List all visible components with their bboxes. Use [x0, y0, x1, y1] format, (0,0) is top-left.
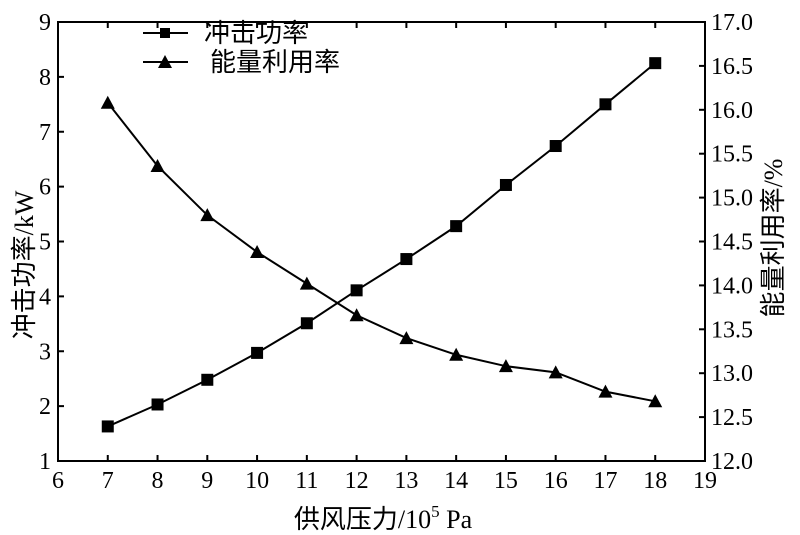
series-line-impact-power: [107, 62, 656, 428]
right-y-tick-label: 16.5: [711, 54, 753, 80]
right-y-tick-label: 12.0: [711, 449, 753, 475]
right-y-tick-label: 14.5: [711, 230, 753, 256]
x-tick-label: 16: [544, 468, 568, 494]
x-tick-label: 10: [245, 468, 269, 494]
energy-efficiency-point: [548, 365, 563, 379]
legend-item-impact-power: 冲击功率: [143, 19, 308, 49]
left-y-tick-label: 3: [39, 339, 51, 365]
legend-item-energy-efficiency: 能量利用率: [143, 48, 340, 78]
impact-power-point: [101, 420, 114, 433]
x-tick-label: 8: [152, 468, 164, 494]
x-tick-label: 6: [52, 468, 64, 494]
square-marker-icon: [160, 28, 170, 38]
x-tick-label: 14: [444, 468, 468, 494]
right-y-tick-label: 16.0: [711, 98, 753, 124]
x-tick-label: 11: [295, 468, 318, 494]
left-y-tick-label: 4: [39, 284, 51, 310]
x-tick-label: 18: [643, 468, 667, 494]
left-y-tick-label: 9: [39, 10, 51, 36]
series-line-energy-efficiency: [106, 102, 656, 403]
legend: 冲击功率 能量利用率: [143, 19, 340, 78]
x-tick-label: 19: [693, 468, 717, 494]
energy-efficiency-point: [250, 245, 265, 259]
energy-efficiency-point: [150, 158, 165, 172]
right-y-tick-label: 13.5: [711, 317, 753, 343]
right-y-tick-label: 15.0: [711, 186, 753, 212]
x-tick-label: 7: [102, 468, 114, 494]
x-tick-label: 17: [593, 468, 617, 494]
energy-efficiency-point: [399, 331, 414, 345]
left-y-tick-label: 2: [39, 394, 51, 420]
right-y-tick-label: 14.0: [711, 273, 753, 299]
left-y-axis-title: 冲击功率/kW: [10, 190, 39, 339]
x-tick-label: 12: [345, 468, 369, 494]
impact-power-point: [300, 317, 313, 330]
energy-efficiency-point: [648, 394, 663, 408]
right-y-tick-label: 15.5: [711, 142, 753, 168]
legend-label-energy-efficiency: 能量利用率: [210, 48, 340, 78]
plot-area: [100, 57, 663, 433]
left-y-tick-label: 7: [39, 120, 51, 146]
x-tick-label: 13: [394, 468, 418, 494]
left-y-tick-label: 8: [39, 65, 51, 91]
left-y-tick-label: 1: [39, 449, 51, 475]
legend-label-impact-power: 冲击功率: [204, 19, 308, 49]
right-y-tick-label: 13.0: [711, 361, 753, 387]
left-y-tick-label: 5: [39, 230, 51, 256]
right-y-axis-ticks: 12.0 12.5 13.0 13.5 14.0 14.5 15.0 15.5 16.0 16.5…: [699, 10, 753, 475]
x-axis-ticks: 6 7 8 9 10 11 12 13 14 15 16 17 18 19: [52, 22, 717, 494]
x-axis-title: 供风压力/105 Pa: [294, 502, 473, 534]
left-y-tick-label: 6: [39, 175, 51, 201]
energy-efficiency-point: [449, 347, 464, 361]
impact-power-point: [649, 57, 662, 70]
energy-efficiency-point: [299, 276, 314, 290]
energy-efficiency-point: [100, 95, 115, 109]
impact-power-point: [201, 373, 214, 386]
left-y-axis-ticks: 1 2 3 4 5 6 7 8 9: [39, 10, 64, 475]
impact-power-point: [599, 98, 612, 111]
energy-efficiency-point: [498, 359, 513, 373]
impact-power-point: [151, 398, 164, 411]
right-y-axis-title: 能量利用率/%: [759, 159, 788, 318]
energy-efficiency-point: [349, 308, 364, 322]
impact-power-point: [499, 178, 512, 191]
impact-power-point: [400, 253, 413, 266]
impact-power-point: [350, 284, 363, 297]
x-tick-label: 15: [494, 468, 518, 494]
right-y-tick-label: 17.0: [711, 10, 753, 36]
impact-power-point: [549, 140, 562, 153]
impact-power-point: [251, 346, 264, 359]
energy-efficiency-point: [598, 384, 613, 398]
x-tick-label: 9: [201, 468, 213, 494]
energy-efficiency-point: [200, 208, 215, 222]
impact-power-point: [450, 220, 463, 233]
right-y-tick-label: 12.5: [711, 405, 753, 431]
triangle-marker-icon: [158, 55, 172, 68]
